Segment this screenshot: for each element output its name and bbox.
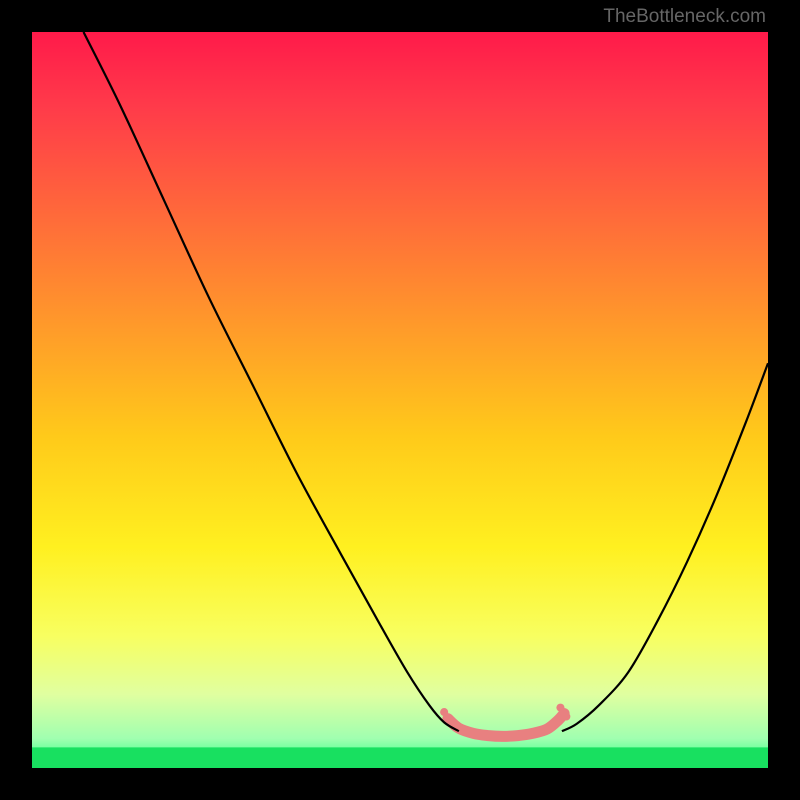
pink-valley-segment xyxy=(448,714,564,737)
bottleneck-chart xyxy=(32,32,768,768)
chart-curves-layer xyxy=(32,32,768,768)
watermark-text: TheBottleneck.com xyxy=(603,6,766,28)
v-curve-right xyxy=(562,363,768,731)
v-curve-left xyxy=(84,32,459,731)
bottom-green-band xyxy=(32,747,768,768)
